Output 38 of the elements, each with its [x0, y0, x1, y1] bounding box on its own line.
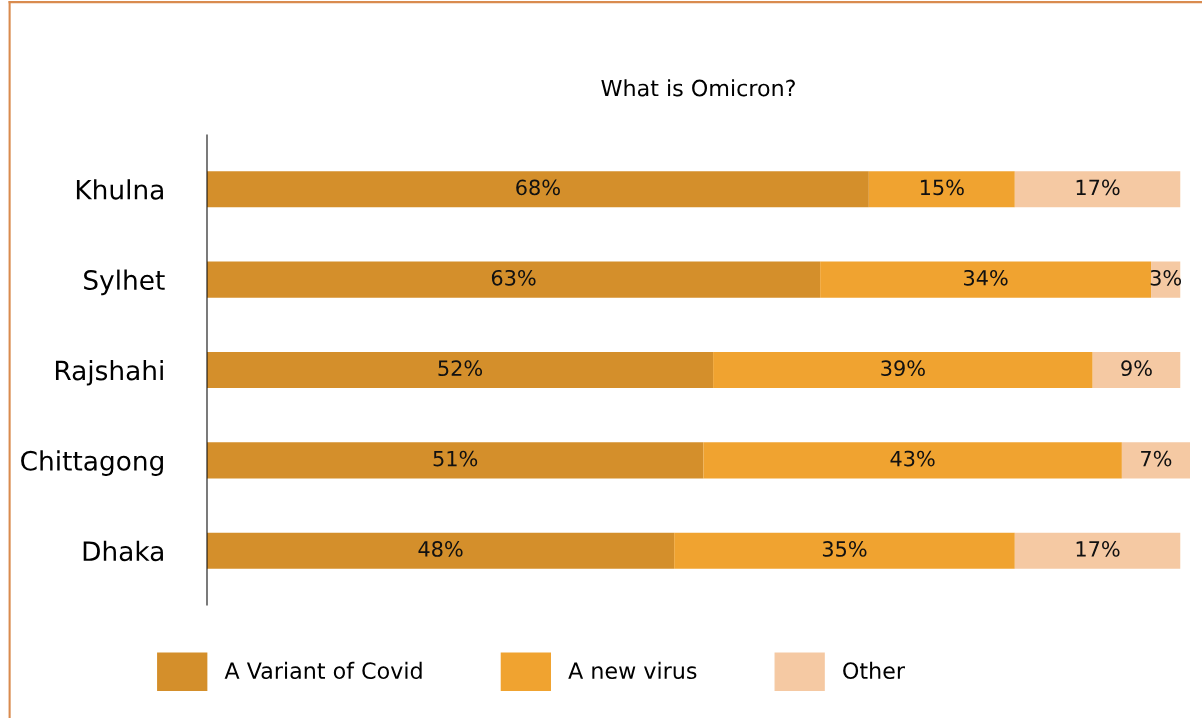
y-tick-label: Chittagong — [21, 450, 163, 476]
bar — [674, 532, 1015, 569]
data-label: 17% — [1076, 541, 1120, 557]
data-label: 48% — [418, 541, 463, 557]
data-label: 63% — [491, 269, 536, 286]
y-tick-label: Khulna — [76, 179, 163, 200]
data-label: 3% — [1150, 269, 1182, 286]
bar — [868, 171, 1015, 208]
bar — [207, 532, 675, 569]
data-label: 7% — [1141, 450, 1172, 467]
data-label: 52% — [438, 360, 483, 377]
bar — [820, 261, 1152, 298]
bar — [1014, 532, 1181, 569]
data-label: 17% — [1076, 179, 1120, 196]
data-label: 43% — [890, 450, 935, 467]
data-label: 39% — [881, 360, 925, 377]
bar — [1121, 442, 1190, 479]
data-label: 9% — [1121, 360, 1152, 377]
bar — [207, 351, 714, 389]
y-tick-label: Dhaka — [83, 540, 163, 562]
y-tick-label: Sylhet — [84, 269, 165, 296]
data-label: 51% — [433, 450, 478, 467]
legend-label: A new virus — [568, 661, 697, 680]
legend-label: Other — [843, 661, 905, 680]
data-label: 34% — [964, 269, 1008, 286]
chart-title: What is Omicron? — [601, 79, 795, 97]
data-label: 15% — [920, 179, 964, 196]
bar — [1092, 351, 1181, 389]
legend-label: A Variant of Covid — [224, 661, 422, 680]
bar — [207, 261, 821, 298]
bar — [713, 351, 1093, 389]
bar — [1014, 171, 1181, 208]
bar — [207, 171, 869, 208]
bar — [207, 442, 704, 479]
data-label: 68% — [516, 179, 560, 196]
y-tick-label: Rajshahi — [55, 359, 163, 386]
data-label: 35% — [822, 541, 867, 557]
bar — [703, 442, 1122, 479]
